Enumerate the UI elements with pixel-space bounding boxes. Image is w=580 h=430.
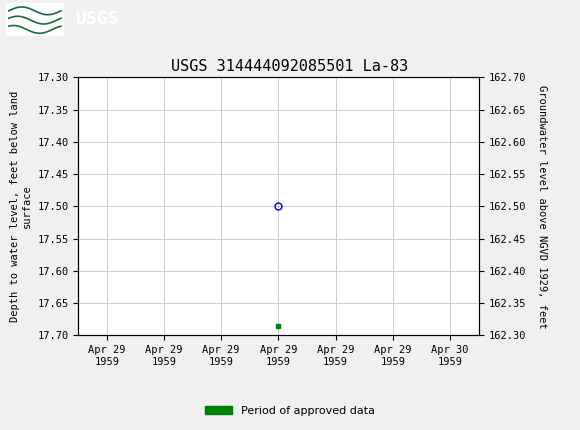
Legend: Period of approved data: Period of approved data (200, 401, 380, 420)
FancyBboxPatch shape (6, 3, 64, 36)
Y-axis label: Groundwater level above NGVD 1929, feet: Groundwater level above NGVD 1929, feet (537, 85, 547, 328)
Text: USGS: USGS (75, 10, 119, 28)
Y-axis label: Depth to water level, feet below land
surface: Depth to water level, feet below land su… (10, 91, 32, 322)
Text: USGS 314444092085501 La-83: USGS 314444092085501 La-83 (171, 59, 409, 74)
